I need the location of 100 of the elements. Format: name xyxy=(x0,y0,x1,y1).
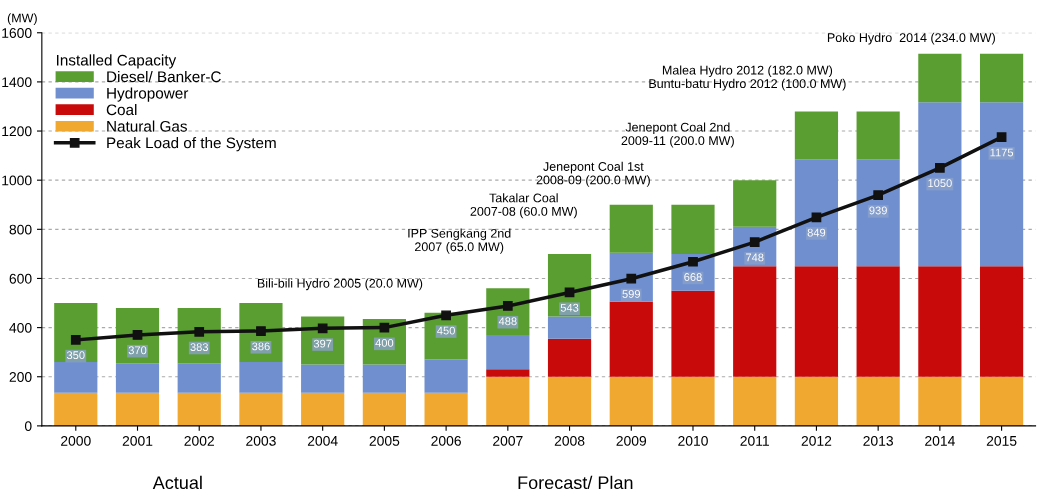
data-label: 383 xyxy=(190,343,209,351)
y-tick-label: 1400 xyxy=(2,77,32,88)
x-tick-label: 2003 xyxy=(246,435,276,446)
bar xyxy=(979,376,1024,426)
data-label: 370 xyxy=(128,346,147,355)
annotation: Jenepont Coal 2nd 2009-11 (200.0 MW) xyxy=(621,122,734,148)
data-label: 350 xyxy=(66,351,85,360)
data-label: 386 xyxy=(252,342,270,351)
bar xyxy=(794,111,839,160)
bar xyxy=(486,369,530,377)
bar xyxy=(671,204,715,254)
bar xyxy=(239,392,283,426)
x-tick-label: 2007 xyxy=(493,435,523,446)
bar xyxy=(918,53,962,103)
data-label: 450 xyxy=(437,326,455,335)
legend-label: Natural Gas xyxy=(107,120,187,132)
y-tick-label: 200 xyxy=(9,372,32,382)
bar xyxy=(979,53,1024,103)
point xyxy=(194,326,205,337)
data-label: 397 xyxy=(313,339,332,348)
bar xyxy=(918,376,962,426)
legend-label: Diesel/ Banker-C xyxy=(107,70,221,83)
text: Forecast/ Plan xyxy=(518,475,633,490)
bar xyxy=(856,111,900,160)
bar xyxy=(609,301,653,377)
x-tick-label: 2015 xyxy=(986,435,1017,446)
bar xyxy=(856,266,900,377)
point xyxy=(811,212,822,223)
data-label: 849 xyxy=(807,228,826,237)
point xyxy=(70,335,81,345)
data-label: 1175 xyxy=(990,148,1014,157)
point xyxy=(626,273,637,284)
point xyxy=(502,301,513,311)
legend-label: Peak Load of the System xyxy=(107,137,276,152)
bar xyxy=(239,362,283,393)
x-tick-label: 2011 xyxy=(740,435,769,446)
point xyxy=(935,163,945,173)
x-tick-label: 2014 xyxy=(925,435,955,446)
bar xyxy=(794,159,839,267)
y-tick-label: 1000 xyxy=(2,175,32,186)
x-tick-label: 2010 xyxy=(678,435,708,446)
x-tick-label: 2008 xyxy=(554,435,585,446)
legend-label: Hydropower xyxy=(107,87,189,102)
point xyxy=(132,330,143,340)
bar xyxy=(54,362,98,393)
point xyxy=(688,256,698,267)
point xyxy=(873,190,884,201)
bar xyxy=(733,180,777,227)
point xyxy=(441,310,451,321)
bar xyxy=(301,364,345,393)
x-tick-label: 2002 xyxy=(184,435,214,446)
bar xyxy=(794,376,839,426)
point xyxy=(996,132,1007,143)
bar xyxy=(671,290,715,377)
data-label: 543 xyxy=(560,303,579,312)
bar xyxy=(424,392,468,426)
bar xyxy=(547,338,592,377)
point xyxy=(256,326,266,336)
bar xyxy=(918,266,962,377)
data-label: 939 xyxy=(869,206,887,215)
annotation: Takalar Coal 2007-08 (60.0 MW) xyxy=(470,193,577,219)
annotation: Jenepont Coal 1st 2008-09 (200.0 MW) xyxy=(536,161,650,187)
bar xyxy=(733,266,777,377)
y-tick-label: 1200 xyxy=(2,126,32,137)
bar xyxy=(115,392,160,426)
annotation: Malea Hydro 2012 (182.0 MW) Buntu-batu Hydro 2012 (100.0 MW) xyxy=(649,65,846,91)
bar xyxy=(918,102,962,267)
data-label: 488 xyxy=(498,317,517,326)
data-label: 748 xyxy=(746,253,764,262)
x-tick-label: 2000 xyxy=(61,435,91,446)
text: Actual xyxy=(152,475,202,490)
legend-label: Coal xyxy=(106,103,137,116)
bar xyxy=(362,392,406,426)
y-tick-label: 800 xyxy=(9,224,32,235)
bar xyxy=(609,204,653,253)
data-label: 599 xyxy=(622,290,641,298)
annotation: Bili-bili Hydro 2005 (20.0 MW) xyxy=(257,278,423,291)
data-label: 400 xyxy=(375,338,394,347)
y-tick-label: 0 xyxy=(24,421,32,432)
bar xyxy=(115,363,160,393)
bar xyxy=(794,266,839,377)
bar xyxy=(54,392,98,426)
bar xyxy=(486,334,530,370)
y-tick-label: 1600 xyxy=(2,28,32,38)
legend-title: Installed Capacity xyxy=(57,54,177,69)
y-axis-title: (MW) xyxy=(7,13,37,25)
bar xyxy=(979,102,1024,267)
bar xyxy=(856,376,900,426)
y-tick-label: 400 xyxy=(9,322,32,333)
x-tick-label: 2005 xyxy=(369,435,400,446)
bar xyxy=(177,392,221,426)
x-tick-label: 2001 xyxy=(122,435,153,446)
bar xyxy=(609,376,653,426)
bar xyxy=(733,376,777,426)
x-tick-label: 2006 xyxy=(431,435,461,446)
x-tick-label: 2009 xyxy=(616,435,647,446)
data-label: 668 xyxy=(684,273,702,281)
x-tick-label: 2013 xyxy=(863,435,893,446)
bar xyxy=(486,376,530,426)
bar xyxy=(547,316,592,339)
